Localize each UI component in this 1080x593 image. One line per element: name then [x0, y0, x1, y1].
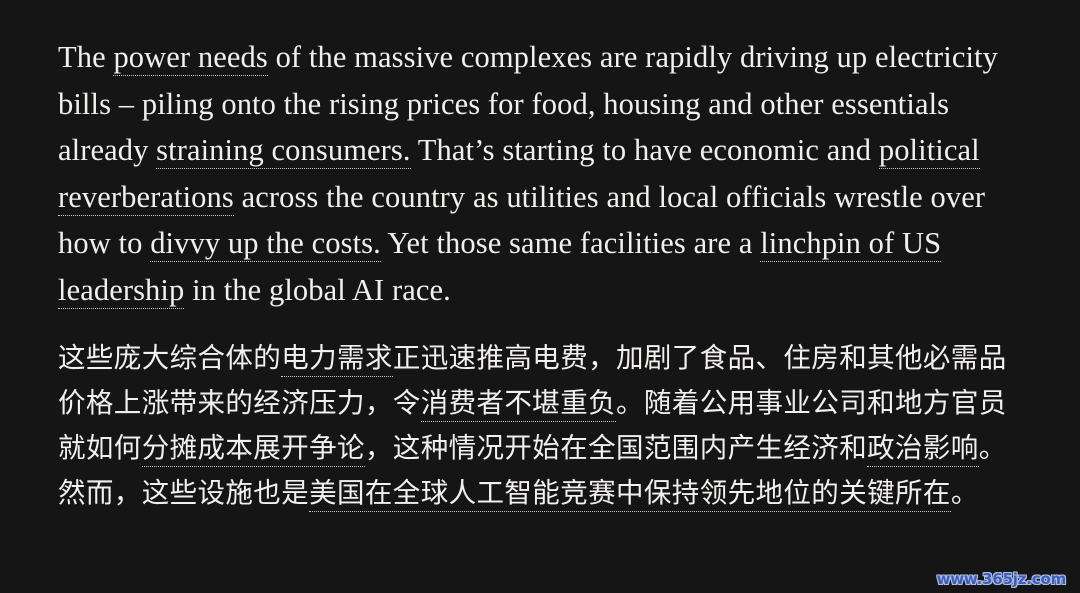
site-watermark: www.365jz.com [936, 570, 1067, 588]
text-run: The [58, 40, 114, 74]
text-run: That’s starting to have economic and [410, 133, 879, 167]
text-run: 。 [950, 477, 979, 508]
text-run: 这些庞大综合体的 [58, 342, 282, 373]
paragraph-chinese: 这些庞大综合体的电力需求正迅速推高电费，加剧了食品、住房和其他必需品价格上涨带来… [58, 335, 1018, 515]
highlighted-phrase: 分摊成本展开争论 [141, 432, 365, 467]
paragraph-english: The power needs of the massive complexes… [58, 34, 1018, 313]
text-run: of the massive complexes are rapidly dri… [58, 40, 998, 167]
text-run: across the country as utilities and loca… [58, 179, 986, 261]
text-run: 正迅速推高电费，加剧了食品、住房和其他必需品价格上涨带来的经济压力，令 [58, 342, 1007, 418]
text-run: in the global AI race. [184, 272, 451, 307]
highlighted-phrase: 政治影响 [867, 432, 979, 467]
highlighted-phrase: divvy up the costs. [150, 226, 381, 262]
highlighted-phrase: 消费者不堪重负 [420, 387, 617, 422]
text-run: ，这种情况开始在全国范围内产生经济和 [364, 432, 868, 463]
highlighted-phrase: political reverberations [58, 133, 980, 216]
highlighted-phrase: power needs [113, 40, 268, 76]
text-run: Yet those same facilities are a [380, 226, 761, 260]
highlighted-phrase: linchpin of US leadership [58, 226, 942, 309]
highlighted-phrase: straining consumers. [156, 133, 411, 169]
highlighted-phrase: 电力需求 [281, 342, 393, 377]
highlighted-phrase: 美国在全球人工智能竞赛中保持领先地位的关键所在 [309, 477, 951, 512]
article-content: The power needs of the massive complexes… [58, 34, 1018, 515]
text-run: 。然而，这些设施也是 [58, 432, 1007, 508]
text-run: 。随着公用事业公司和地方官员就如何 [58, 387, 1007, 463]
